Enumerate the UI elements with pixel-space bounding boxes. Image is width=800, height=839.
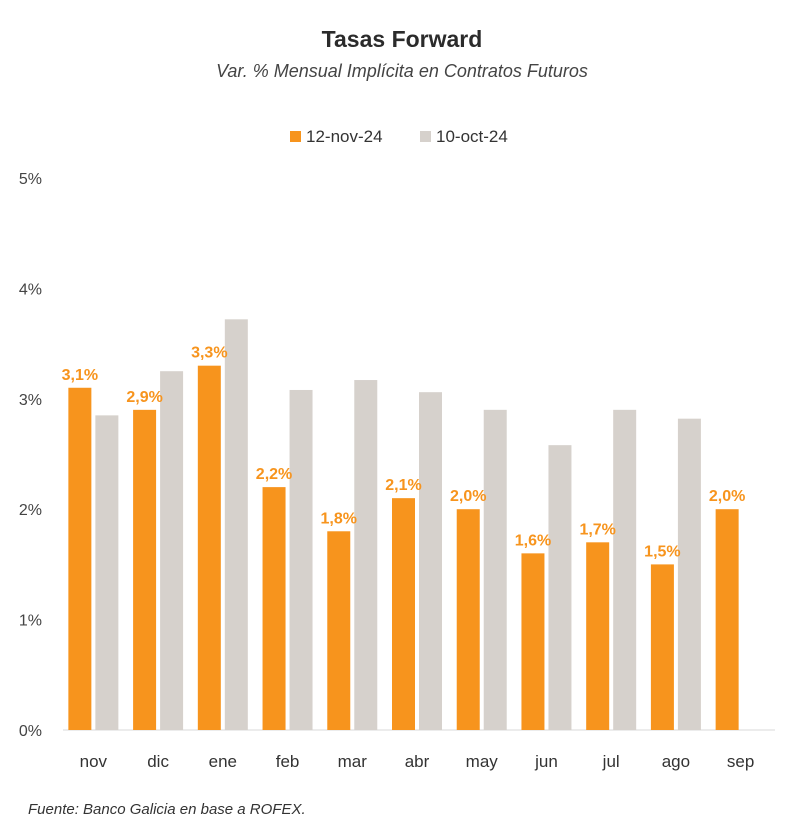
legend: 12-nov-24 10-oct-24: [290, 127, 508, 146]
legend-label-series-2: 10-oct-24: [436, 127, 508, 146]
bar-ago-series-2: [677, 418, 701, 730]
data-label-dic: 2,9%: [126, 389, 162, 406]
x-axis: nov dic ene feb mar abr may jun jul ago sep: [80, 752, 755, 771]
data-label-jun: 1,6%: [515, 532, 551, 549]
bar-jul-series-1: [586, 542, 610, 730]
x-tick-label-mar: mar: [338, 752, 368, 771]
bar-nov-series-2: [95, 415, 119, 730]
bar-jul-series-2: [613, 409, 637, 730]
x-tick-label-abr: abr: [405, 752, 430, 771]
bar-feb-series-2: [289, 389, 313, 730]
y-tick-label: 2%: [19, 502, 42, 519]
bar-may-series-2: [483, 409, 507, 730]
source-note: Fuente: Banco Galicia en base a ROFEX.: [28, 801, 306, 818]
x-tick-label-may: may: [466, 752, 499, 771]
x-tick-label-jul: jul: [602, 752, 620, 771]
data-label-sep: 2,0%: [709, 488, 745, 505]
x-tick-label-dic: dic: [147, 752, 169, 771]
data-label-feb: 2,2%: [256, 466, 292, 483]
bar-abr-series-2: [419, 392, 442, 730]
data-label-ago: 1,5%: [644, 543, 680, 560]
bar-ago-series-1: [650, 564, 674, 730]
y-tick-label: 3%: [19, 392, 42, 409]
bar-jun-series-1: [521, 553, 545, 730]
chart-title: Tasas Forward: [322, 26, 483, 52]
x-tick-label-nov: nov: [80, 752, 108, 771]
bar-feb-series-1: [262, 487, 286, 730]
x-tick-label-jun: jun: [534, 752, 558, 771]
legend-swatch-series-2: [420, 131, 431, 142]
x-tick-label-feb: feb: [276, 752, 300, 771]
bar-jun-series-2: [548, 445, 572, 730]
data-label-may: 2,0%: [450, 488, 486, 505]
legend-swatch-series-1: [290, 131, 301, 142]
data-label-ene: 3,3%: [191, 345, 227, 362]
bar-mar-series-2: [354, 380, 378, 730]
bar-abr-series-1: [392, 498, 415, 730]
bar-mar-series-1: [327, 531, 351, 730]
y-tick-label: 5%: [19, 171, 42, 188]
bar-dic-series-2: [160, 371, 184, 730]
data-label-jul: 1,7%: [579, 521, 615, 538]
bar-ene-series-1: [197, 365, 221, 730]
x-tick-label-ene: ene: [209, 752, 237, 771]
y-tick-label: 1%: [19, 613, 42, 630]
bar-dic-series-1: [133, 409, 157, 730]
bars: [68, 319, 739, 730]
data-label-nov: 3,1%: [62, 367, 98, 384]
legend-label-series-1: 12-nov-24: [306, 127, 383, 146]
data-label-mar: 1,8%: [321, 510, 357, 527]
bar-ene-series-2: [224, 319, 248, 730]
y-axis: 0% 1% 2% 3% 4% 5%: [19, 171, 42, 740]
x-tick-label-sep: sep: [727, 752, 754, 771]
data-label-abr: 2,1%: [385, 477, 421, 494]
bar-sep-series-1: [715, 509, 739, 730]
x-tick-label-ago: ago: [662, 752, 690, 771]
data-labels: 3,1% 2,9% 3,3% 2,2% 1,8% 2,1% 2,0% 1,6% 1,7% 1,5%…: [62, 345, 746, 561]
bar-nov-series-1: [68, 387, 92, 730]
y-tick-label: 4%: [19, 281, 42, 298]
y-tick-label: 0%: [19, 723, 42, 740]
chart-subtitle: Var. % Mensual Implícita en Contratos Fu…: [216, 61, 588, 81]
bar-may-series-1: [456, 509, 480, 730]
